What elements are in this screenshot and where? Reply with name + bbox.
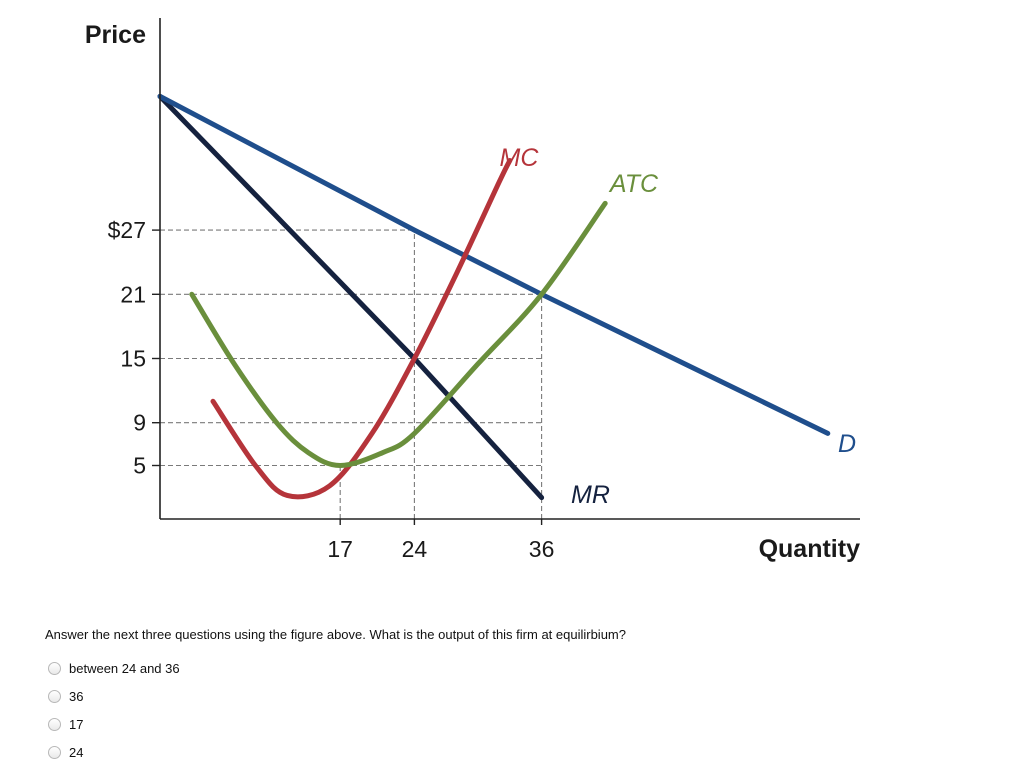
series-label-mc: MC (500, 144, 540, 172)
answer-label: 17 (69, 716, 84, 732)
y-tick-label: $27 (108, 217, 146, 243)
series-mr-curve (157, 93, 545, 501)
y-tick-label: 15 (120, 346, 146, 372)
answer-label: between 24 and 36 (69, 660, 180, 676)
x-tick-label: 24 (402, 536, 428, 562)
y-tick-label: 9 (133, 410, 146, 436)
y-tick-label: 5 (133, 453, 146, 479)
answer-option[interactable]: 24 (48, 738, 180, 766)
radio-button[interactable] (48, 745, 61, 759)
series-mc-curve (210, 158, 513, 500)
series-d-curve (157, 93, 831, 436)
reference-lines (160, 229, 543, 519)
radio-button[interactable] (48, 717, 61, 731)
question-text: Answer the next three questions using th… (45, 627, 626, 642)
answer-label: 24 (69, 744, 84, 760)
curves (157, 93, 831, 501)
series-label-mr: MR (571, 481, 610, 509)
y-axis-title: Price (85, 21, 146, 49)
answer-label: 36 (69, 688, 84, 704)
x-tick-label: 36 (529, 536, 555, 562)
series-label-d: D (838, 430, 856, 458)
y-tick-label: 21 (120, 281, 146, 307)
cost-revenue-chart: Price Quantity $27 21 15 9 5 17 24 36 D MR MC ATC (85, 18, 860, 563)
answer-option[interactable]: 36 (48, 682, 180, 710)
answer-options: between 24 and 36 36 17 24 (48, 654, 180, 766)
x-tick-label: 17 (327, 536, 353, 562)
axes: Price Quantity (85, 18, 860, 563)
answer-option[interactable]: between 24 and 36 (48, 654, 180, 682)
radio-button[interactable] (48, 661, 61, 675)
radio-button[interactable] (48, 689, 61, 703)
answer-option[interactable]: 17 (48, 710, 180, 738)
ticks: $27 21 15 9 5 17 24 36 (108, 217, 555, 562)
series-atc-curve (189, 200, 608, 468)
curve-labels: D MR MC ATC (500, 144, 857, 509)
x-axis-title: Quantity (759, 535, 860, 563)
series-label-atc: ATC (608, 170, 659, 198)
